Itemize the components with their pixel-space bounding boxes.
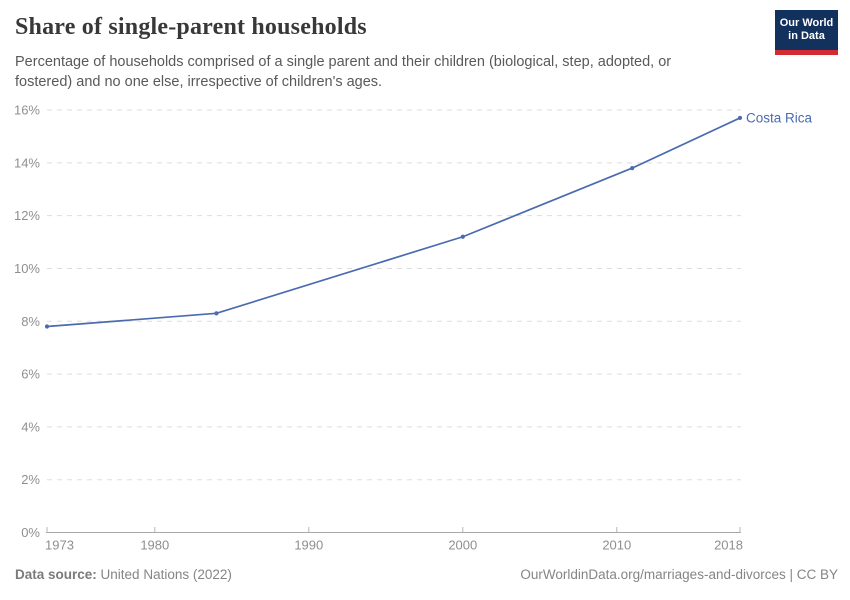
y-axis-tick-label: 6%: [21, 367, 40, 382]
data-source-note: Data source: United Nations (2022): [15, 567, 232, 582]
series-line-costa-rica: [46, 117, 741, 328]
data-source-value: United Nations (2022): [100, 567, 232, 582]
y-axis-tick-label: 10%: [14, 261, 40, 276]
data-point-2011[interactable]: [630, 165, 635, 171]
x-axis-tick-label: 2010: [602, 538, 631, 553]
owid-logo[interactable]: Our World in Data: [775, 10, 838, 55]
data-point-2018[interactable]: [737, 115, 743, 121]
x-axis-tick-label: 1990: [294, 538, 323, 553]
data-source-label: Data source:: [15, 567, 97, 582]
chart-footer: Data source: United Nations (2022) OurWo…: [15, 567, 838, 582]
data-point-1984[interactable]: [214, 311, 219, 316]
x-axis-tick-label: 2000: [448, 538, 477, 553]
y-axis-tick-label: 14%: [14, 155, 40, 170]
y-axis-tick-label: 4%: [21, 419, 40, 434]
y-axis-tick-label: 16%: [14, 103, 40, 118]
owid-logo-line1: Our World: [779, 17, 834, 29]
y-axis-tick-label: 0%: [21, 525, 40, 540]
y-axis-tick-label: 12%: [14, 208, 40, 223]
series-end-label[interactable]: Costa Rica: [746, 110, 813, 125]
x-axis-tick-label: 2018: [714, 538, 743, 553]
chart-title: Share of single-parent households: [15, 14, 367, 40]
x-axis-tick-label: 1973: [45, 538, 74, 553]
chart-subtitle: Percentage of households comprised of a …: [15, 54, 672, 90]
y-axis-tick-label: 8%: [21, 314, 40, 329]
data-point-1973[interactable]: [44, 324, 50, 329]
data-point-2000[interactable]: [460, 234, 465, 239]
y-axis-tick-label: 2%: [21, 472, 40, 487]
owid-logo-line2: in Data: [788, 30, 825, 42]
line-chart-plot-area[interactable]: 0% 2% 4% 6% 8% 10% 12% 14% 16% 1973 1980 1990 2000 20…: [0, 0, 850, 560]
x-axis-tick-label: 1980: [140, 538, 169, 553]
owid-credit-link[interactable]: OurWorldinData.org/marriages-and-divorce…: [520, 567, 838, 582]
